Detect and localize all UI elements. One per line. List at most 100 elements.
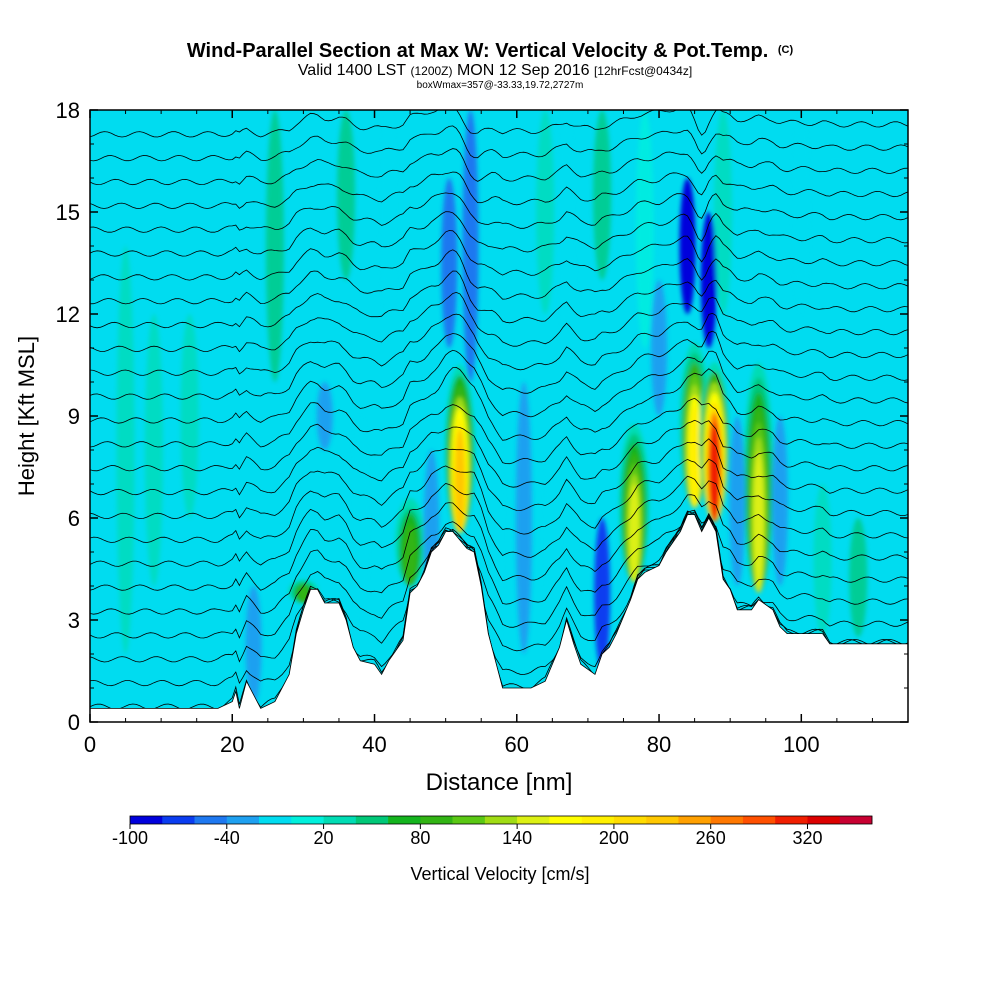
isentrope-line: [90, 512, 908, 663]
isentrope-line: [90, 171, 908, 209]
chart-subtitle: Valid 1400 LST (1200Z) MON 12 Sep 2016 […: [298, 62, 692, 79]
isentrope-line: [90, 330, 908, 400]
isentrope-line: [90, 211, 908, 257]
colorbar-segment: [323, 816, 357, 824]
terrain: [90, 514, 908, 722]
isentrope-line: [90, 192, 908, 233]
downdraft-streak: [462, 110, 479, 382]
weak-updraft-streak: [145, 314, 164, 586]
downdraft-streak: [544, 450, 561, 620]
y-tick-label: 12: [56, 302, 80, 327]
downdraft-streak: [771, 416, 788, 586]
weak-updraft-streak: [116, 246, 135, 654]
colorbar-label: Vertical Velocity [cm/s]: [410, 864, 589, 884]
colorbar-tick-label: 260: [696, 828, 726, 848]
updraft-core: [709, 422, 720, 523]
colorbar-segment: [355, 816, 389, 824]
isentrope-line: [90, 494, 908, 591]
colorbar-segment: [517, 816, 550, 824]
colorbar-segment: [452, 816, 486, 824]
isentrope-line: [90, 366, 908, 448]
updraft-core: [628, 484, 640, 583]
colorbar-tick-label: 320: [792, 828, 822, 848]
isentrope-line: [90, 419, 908, 496]
x-tick-label: 40: [362, 732, 386, 757]
downdraft-streak: [558, 110, 575, 348]
isentrope-line: [90, 438, 908, 520]
x-tick-label: 60: [505, 732, 529, 757]
y-tick-label: 9: [68, 404, 80, 429]
downdraft-streak: [316, 382, 333, 450]
weak-updraft-streak: [635, 110, 654, 348]
colorbar-segment: [130, 816, 163, 824]
colorbar-segment: [581, 816, 615, 824]
weak-updraft-streak: [337, 110, 356, 280]
downdraft-streak: [651, 280, 668, 416]
chart-title: Wind-Parallel Section at Max W: Vertical…: [187, 40, 794, 62]
downdraft-streak: [793, 110, 810, 314]
downdraft-streak: [441, 178, 458, 348]
isentrope-line: [90, 110, 908, 138]
y-tick-label: 0: [68, 710, 80, 735]
colorbar-segment: [710, 816, 744, 824]
isentrope-line: [90, 349, 908, 424]
colorbar-tick-label: -100: [112, 828, 148, 848]
chart-title-mark: (C): [778, 44, 794, 56]
colorbar-segment: [839, 816, 873, 824]
subtitle-forecast: [12hrFcst@0434z]: [594, 64, 692, 78]
isentrope-line: [90, 249, 908, 305]
colorbar-segment: [194, 816, 228, 824]
isentrope-line: [90, 458, 908, 543]
colorbar-segment: [291, 816, 324, 824]
velocity-field: [116, 110, 868, 705]
isentrope-line: [90, 475, 908, 567]
colorbar: -100 -40 20 80 140 200 260 320: [112, 815, 873, 848]
colorbar-segment: [742, 816, 776, 824]
downdraft-streak: [245, 586, 262, 705]
x-tick-label: 20: [220, 732, 244, 757]
axes: 0 20 40 60 80 100 0 3 6 9 12 15 18: [56, 98, 909, 757]
downdraft-streak: [515, 382, 532, 654]
updraft-core: [753, 452, 764, 593]
isentrope-line: [90, 397, 908, 472]
x-tick-label: 80: [647, 732, 671, 757]
colorbar-segment: [646, 816, 679, 824]
x-tick-label: 0: [84, 732, 96, 757]
downdraft-streak: [679, 178, 696, 314]
downdraft-streak: [352, 416, 369, 620]
weak-updraft-streak: [714, 110, 733, 314]
subtitle-valid: Valid 1400 LST: [298, 62, 406, 79]
colorbar-tick-label: -40: [214, 828, 240, 848]
isentrope-line: [90, 291, 908, 353]
isentrope-line: [90, 230, 908, 281]
colorbar-segment: [484, 816, 518, 824]
colorbar-segment: [613, 816, 647, 824]
colorbar-tick-label: 140: [502, 828, 532, 848]
colorbar-tick-label: 200: [599, 828, 629, 848]
colorbar-segment: [388, 816, 421, 824]
chart-subtitle-2: boxWmax=357@-33.33,19.72,2727m: [417, 80, 584, 91]
isentrope-line: [90, 511, 908, 639]
weak-updraft-streak: [813, 484, 832, 637]
updraft-core: [454, 429, 466, 534]
isentrope-line: [90, 125, 908, 162]
chart-title-text: Wind-Parallel Section at Max W: Vertical…: [187, 40, 768, 62]
isentrope-line: [90, 312, 908, 376]
weak-updraft-streak: [849, 518, 868, 637]
x-tick-label: 100: [783, 732, 820, 757]
updraft-core: [404, 529, 416, 586]
subtitle-utc: (1200Z): [410, 64, 452, 78]
weak-updraft-streak: [265, 110, 284, 382]
downdraft-streak: [594, 518, 611, 671]
isentrope-line: [90, 148, 908, 186]
colorbar-segment: [549, 816, 582, 824]
y-tick-label: 18: [56, 98, 80, 123]
colorbar-segment: [259, 816, 292, 824]
colorbar-segment: [775, 816, 808, 824]
isentrope-line: [90, 513, 908, 687]
colorbar-segment: [678, 816, 711, 824]
colorbar-tick-label: 80: [410, 828, 430, 848]
downdraft-streak: [487, 416, 504, 654]
colorbar-frame: [129, 815, 873, 825]
colorbar-tick-label: 20: [314, 828, 334, 848]
